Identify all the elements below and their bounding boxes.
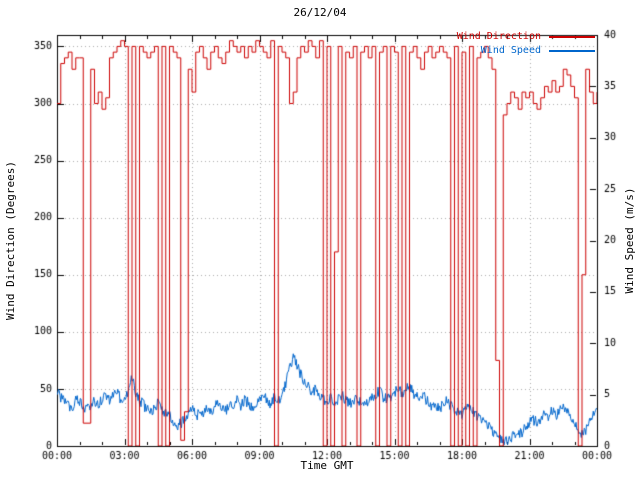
legend-label-wind-direction: Wind Direction (456, 31, 541, 42)
legend-label-wind-speed: Wind Speed (480, 45, 541, 56)
x-axis-label: Time GMT (300, 459, 354, 472)
chart-title: 26/12/04 (293, 6, 347, 19)
legend-item-wind-speed: Wind Speed (481, 45, 595, 56)
right-axis-label: Wind Speed (m/s) (623, 187, 636, 294)
legend-line-sample-wind-direction (549, 35, 595, 38)
legend-line-sample-wind-speed (549, 49, 595, 52)
left-axis-label: Wind Direction (Degrees) (4, 161, 17, 320)
legend-item-wind-direction: Wind Direction (457, 31, 595, 42)
legend: Wind Direction Wind Speed (457, 31, 595, 56)
